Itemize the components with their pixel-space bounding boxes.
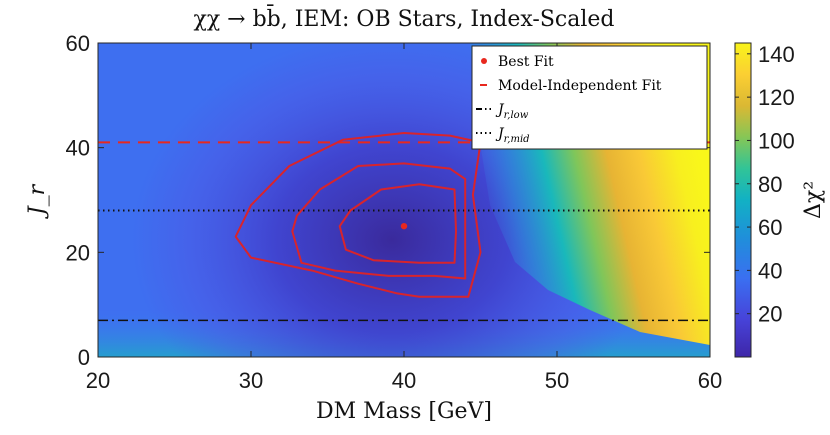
x-tick-label: 60	[698, 368, 722, 393]
colorbar-tick-label: 80	[758, 172, 782, 197]
y-axis-label: J_r	[25, 183, 50, 219]
contour-middle	[291, 162, 467, 280]
contour-outer	[234, 132, 482, 298]
legend-label: Jr,low	[495, 102, 529, 121]
colorbar-tick-label: 140	[758, 42, 795, 67]
legend-item: Jr,low	[476, 102, 529, 121]
x-tick-label: 50	[545, 368, 569, 393]
y-tick-label: 20	[66, 240, 90, 265]
legend-label: Best Fit	[498, 54, 554, 70]
y-tick-label: 60	[66, 31, 90, 56]
colorbar-label: Δχ²	[801, 181, 826, 219]
best-fit-point	[400, 222, 408, 230]
legend-item: Model-Independent Fit	[480, 78, 662, 94]
legend: Best Fit Model-Independent Fit Jr,low Jr,mi…	[471, 45, 708, 150]
legend-marker-dot	[481, 58, 487, 64]
colorbar-tick-label: 60	[758, 215, 782, 240]
y-axis: 0 20 40 60	[66, 31, 710, 370]
x-tick-label: 40	[392, 368, 416, 393]
chart-overlays	[98, 132, 710, 322]
y-tick-label: 40	[66, 136, 90, 161]
chart-title: χχ → bb̄, IEM: OB Stars, Index-Scaled	[194, 4, 615, 32]
x-tick-label: 30	[239, 368, 263, 393]
legend-item: Jr,mid	[476, 126, 530, 145]
legend-label: Model-Independent Fit	[498, 78, 662, 94]
colorbar-tick-label: 20	[758, 302, 782, 327]
legend-box	[471, 45, 708, 150]
y-tick-label: 0	[78, 345, 90, 370]
colorbar-gradient	[734, 42, 752, 358]
colorbar: 20 40 60 80 100 120 140 Δχ²	[734, 42, 826, 358]
legend-item: Best Fit	[481, 54, 554, 70]
colorbar-tick-label: 120	[758, 85, 795, 110]
x-tick-label: 20	[86, 368, 110, 393]
x-axis: 20 30 40 50 60	[86, 43, 722, 393]
colorbar-tick-label: 100	[758, 128, 795, 153]
colorbar-tick-label: 40	[758, 258, 782, 283]
legend-label: Jr,mid	[495, 126, 530, 145]
contour-inner	[338, 183, 457, 264]
x-axis-label: DM Mass [GeV]	[316, 399, 492, 424]
